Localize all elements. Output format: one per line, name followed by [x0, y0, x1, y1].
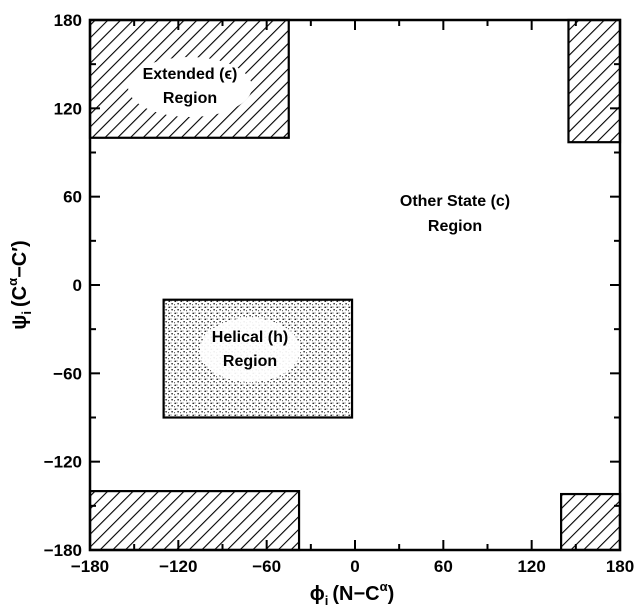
- x-tick-label: −60: [252, 557, 281, 576]
- x-axis-title: ϕi (N−Cα): [310, 579, 395, 608]
- y-tick-label: −120: [44, 453, 82, 472]
- y-axis-label-text: (C: [9, 286, 31, 307]
- helical-label-line-2: Region: [223, 353, 277, 370]
- x-axis-ticks: [89, 20, 621, 550]
- extended-region-box-3: [88, 490, 301, 552]
- extended-region-box-4: [560, 492, 622, 552]
- x-tick-label: 120: [517, 557, 545, 576]
- y-axis-tick-labels: −180 −120 −60 0 60 120 180: [44, 11, 82, 560]
- other-label-line-2: Region: [428, 218, 482, 235]
- y-tick-label: −180: [44, 541, 82, 560]
- other-label-line-1: Other State (c): [400, 193, 510, 210]
- extended-label-line-2: Region: [163, 90, 217, 107]
- extended-label-backdrop: [128, 57, 252, 117]
- x-axis-subscript: i: [325, 593, 329, 608]
- x-axis-symbol: ϕ: [310, 583, 325, 605]
- y-axis-subscript: i: [19, 311, 34, 315]
- y-axis-symbol: ψ: [9, 315, 31, 330]
- x-axis-label-close: ): [388, 583, 395, 605]
- y-axis-ticks: [90, 19, 620, 551]
- x-axis-tick-labels: −180 −120 −60 0 60 120 180: [71, 557, 634, 576]
- y-axis-superscript: α: [5, 278, 20, 286]
- extended-region-box-2: [567, 18, 622, 144]
- y-tick-label: 180: [54, 11, 82, 30]
- x-tick-label: −120: [159, 557, 197, 576]
- y-tick-label: −60: [53, 364, 82, 383]
- y-tick-label: 0: [73, 276, 82, 295]
- helical-region-label: Helical (h) Region: [200, 318, 300, 382]
- helical-label-line-1: Helical (h): [212, 329, 288, 346]
- extended-region-label: Extended (ϵ) Region: [128, 57, 252, 117]
- x-tick-label: 60: [434, 557, 453, 576]
- y-axis-title: ψi (Cα−C′): [5, 240, 34, 329]
- y-tick-label: 120: [54, 99, 82, 118]
- helical-label-backdrop: [200, 318, 300, 382]
- x-tick-label: −180: [71, 557, 109, 576]
- y-tick-label: 60: [63, 188, 82, 207]
- y-axis-label-close: −C′): [9, 240, 31, 278]
- x-tick-label: 0: [350, 557, 359, 576]
- x-tick-label: 180: [606, 557, 634, 576]
- regions-layer: [88, 18, 622, 552]
- other-region-label: Other State (c) Region: [400, 193, 510, 235]
- x-axis-label-text: (N−C: [332, 583, 379, 605]
- x-axis-superscript: α: [380, 579, 388, 594]
- extended-label-line-1: Extended (ϵ): [143, 66, 238, 83]
